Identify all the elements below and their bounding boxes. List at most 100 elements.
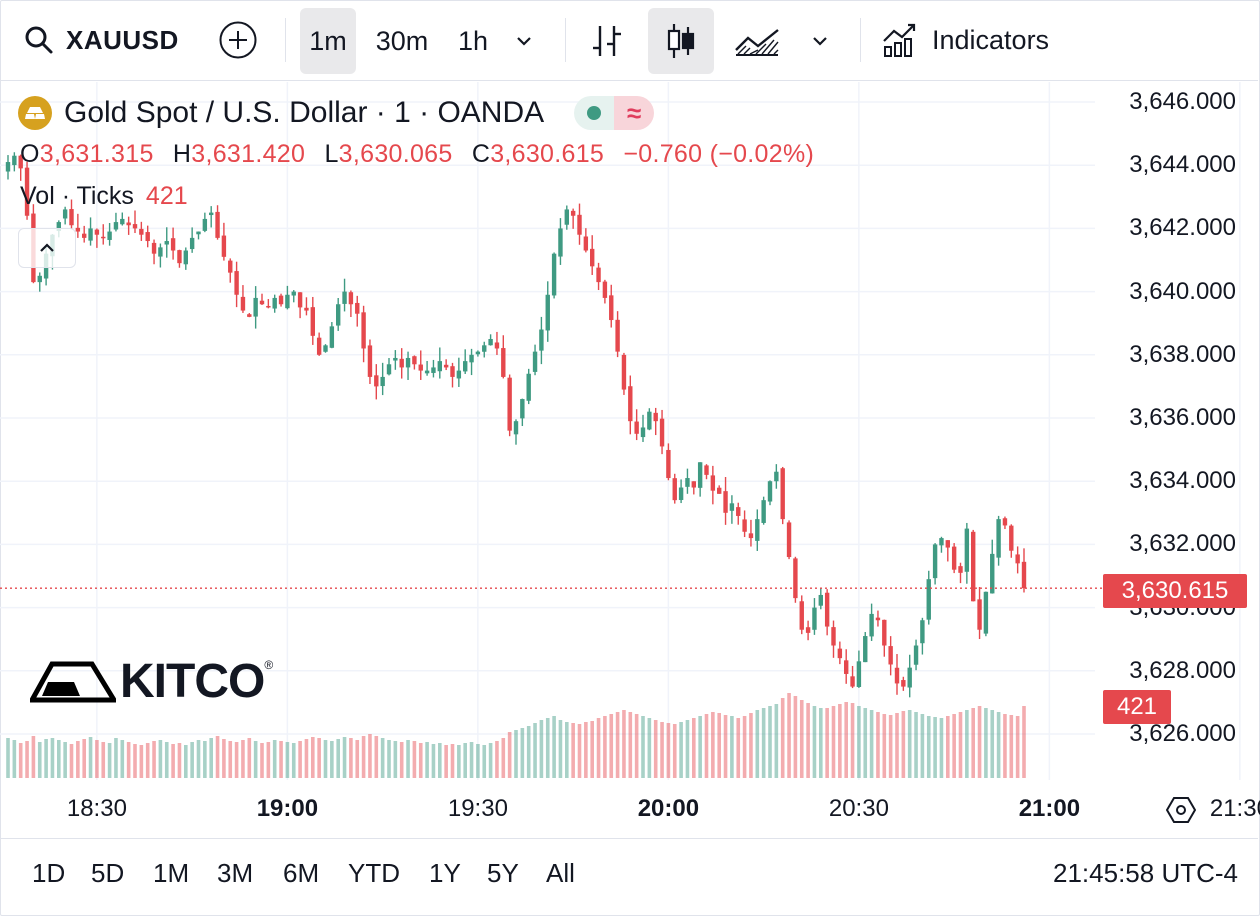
candle-body bbox=[450, 366, 455, 377]
range-1y-button[interactable]: 1Y bbox=[429, 858, 461, 888]
candle-body bbox=[697, 462, 703, 488]
volume-bar bbox=[76, 741, 80, 778]
candle-body bbox=[215, 211, 220, 238]
kitco-logo-icon bbox=[30, 661, 116, 702]
volume-bar bbox=[69, 744, 74, 778]
interval-dropdown-button[interactable] bbox=[504, 8, 544, 74]
candle-body bbox=[837, 648, 843, 659]
candle-body bbox=[145, 232, 150, 242]
candle-body bbox=[5, 162, 11, 172]
collapse-legend-button[interactable] bbox=[18, 228, 76, 268]
candle-body bbox=[831, 627, 836, 646]
candle-body bbox=[316, 337, 322, 355]
candle-body bbox=[386, 364, 392, 375]
volume-bar bbox=[120, 740, 125, 778]
market-status-pill[interactable]: ≈ bbox=[574, 96, 655, 130]
candle-body bbox=[437, 361, 442, 372]
volume-bar bbox=[876, 712, 880, 778]
candle-body bbox=[253, 297, 258, 317]
range-5y-button[interactable]: 5Y bbox=[487, 858, 519, 888]
volume-bar bbox=[260, 743, 264, 778]
candle-body bbox=[583, 236, 589, 251]
range-ytd-button[interactable]: YTD bbox=[348, 858, 400, 888]
volume-bar bbox=[317, 738, 321, 778]
time-tick-label: 20:00 bbox=[637, 795, 700, 822]
chart-type-dropdown-button[interactable] bbox=[800, 8, 840, 74]
range-1m-button[interactable]: 1M bbox=[153, 858, 190, 888]
interval-1h-button[interactable]: 1h bbox=[457, 25, 489, 56]
candle-body bbox=[329, 326, 335, 348]
area-chart-type-button[interactable] bbox=[728, 8, 786, 74]
range-5d-button[interactable]: 5D bbox=[91, 858, 125, 888]
interval-1m-button[interactable]: 1m bbox=[300, 8, 356, 74]
search-icon bbox=[25, 26, 53, 54]
settings-button[interactable] bbox=[1165, 795, 1197, 830]
volume-bar bbox=[418, 743, 423, 778]
candle-body bbox=[932, 544, 938, 579]
volume-bar bbox=[228, 741, 233, 778]
volume-bar bbox=[158, 740, 163, 778]
volume-bar bbox=[704, 714, 709, 778]
range-6m-button[interactable]: 6M bbox=[283, 858, 320, 888]
volume-bar bbox=[628, 712, 633, 778]
candle-body bbox=[805, 627, 811, 633]
candle-body bbox=[818, 594, 823, 606]
candle-body bbox=[355, 302, 360, 314]
volume-bar bbox=[812, 706, 817, 778]
volume-bar bbox=[387, 740, 391, 778]
chart-legend: Gold Spot / U.S. Dollar · 1 · OANDA ≈ bbox=[18, 92, 655, 134]
volume-bar bbox=[914, 712, 918, 778]
candle-body bbox=[748, 533, 754, 539]
volume-bar bbox=[603, 716, 607, 778]
volume-bar bbox=[57, 740, 61, 778]
volume-bar bbox=[374, 736, 379, 778]
candle-body bbox=[361, 312, 366, 349]
volume-bar bbox=[291, 743, 296, 778]
price-tick-label: 3,634.000 bbox=[1129, 467, 1236, 495]
ohlc-bars-icon bbox=[593, 26, 621, 56]
price-tick-label: 3,638.000 bbox=[1129, 340, 1236, 368]
close-value: 3,630.615 bbox=[490, 140, 605, 168]
candle-body bbox=[894, 667, 900, 684]
symbol-search-button[interactable]: XAUUSD bbox=[24, 0, 179, 80]
volume-bar bbox=[679, 722, 683, 778]
price-tick-label: 3,640.000 bbox=[1129, 277, 1236, 305]
candle-body bbox=[297, 292, 303, 308]
volume-bar bbox=[88, 737, 93, 778]
candle-body bbox=[37, 275, 42, 283]
candles-chart-type-button[interactable] bbox=[648, 8, 714, 74]
bar-chart-type-button[interactable] bbox=[580, 8, 634, 74]
volume-bar bbox=[1003, 714, 1007, 778]
candle-body bbox=[812, 607, 817, 630]
volume-bar bbox=[806, 703, 810, 778]
volume-bar bbox=[882, 714, 887, 778]
clock[interactable]: 21:45:58 UTC-4 bbox=[1053, 858, 1238, 888]
candle-body bbox=[1021, 561, 1027, 589]
time-tick-label: 18:30 bbox=[66, 795, 127, 822]
indicators-button[interactable]: Indicators bbox=[880, 0, 1049, 80]
candle-body bbox=[666, 449, 671, 479]
volume-bar bbox=[234, 742, 239, 778]
candle-body bbox=[463, 361, 468, 372]
candle-body bbox=[990, 553, 995, 594]
volume-bar bbox=[463, 743, 467, 778]
range-all-button[interactable]: All bbox=[546, 858, 575, 888]
volume-bar bbox=[361, 736, 366, 778]
volume-bar bbox=[31, 736, 36, 778]
candle-body bbox=[793, 558, 798, 599]
volume-bar bbox=[977, 706, 982, 778]
range-3m-button[interactable]: 3M bbox=[217, 858, 254, 888]
range-1d-button[interactable]: 1D bbox=[32, 858, 66, 888]
volume-bar bbox=[285, 742, 290, 778]
volume-bar bbox=[533, 723, 537, 778]
candle-body bbox=[304, 307, 309, 311]
volume-bar bbox=[342, 737, 347, 778]
volume-bar bbox=[565, 722, 569, 778]
candle-body bbox=[1015, 554, 1020, 564]
volume-bar bbox=[672, 724, 677, 778]
compare-symbol-button[interactable] bbox=[218, 0, 258, 80]
candle-body bbox=[507, 377, 512, 431]
interval-30m-button[interactable]: 30m bbox=[375, 25, 429, 56]
candle-body bbox=[374, 375, 379, 387]
